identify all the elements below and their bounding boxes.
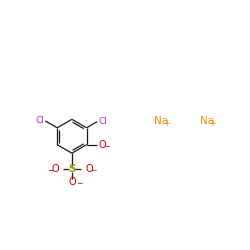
Text: −: −: [103, 142, 110, 152]
Text: O: O: [85, 164, 93, 173]
Text: −: −: [48, 166, 54, 175]
Text: Cl: Cl: [35, 116, 44, 125]
Text: S: S: [68, 164, 76, 173]
Text: Cl: Cl: [98, 117, 107, 126]
Text: O: O: [68, 177, 76, 187]
Text: −: −: [90, 166, 96, 175]
Text: −: −: [76, 180, 82, 188]
Text: Na: Na: [154, 116, 168, 126]
Text: O: O: [51, 164, 59, 173]
Text: +: +: [209, 119, 215, 128]
Text: O: O: [98, 140, 106, 150]
Text: Na: Na: [200, 116, 214, 126]
Text: +: +: [163, 119, 169, 128]
